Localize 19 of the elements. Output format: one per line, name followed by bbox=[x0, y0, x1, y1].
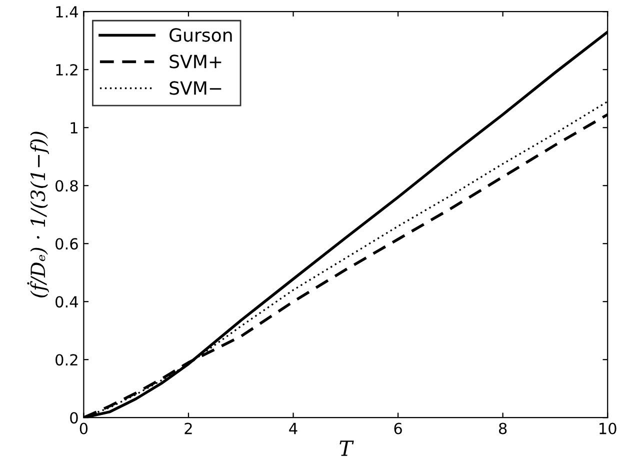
legend-label: SVM+ bbox=[170, 54, 222, 68]
y-tick-label: 0.4 bbox=[56, 296, 78, 308]
x-tick-label: 6 bbox=[394, 422, 402, 434]
y-axis-title: (ḟ/Dₑ) · 1/(3(1−f)) bbox=[27, 132, 49, 298]
legend-label: SVM− bbox=[170, 81, 222, 95]
y-tick-label: 0 bbox=[70, 412, 78, 424]
y-tick-label: 0.2 bbox=[56, 354, 78, 366]
y-tick-label: 0.8 bbox=[56, 180, 78, 192]
y-tick-label: 1 bbox=[70, 122, 78, 134]
x-axis-title: T bbox=[340, 440, 354, 456]
x-tick-label: 4 bbox=[289, 422, 298, 434]
y-tick-label: 1.2 bbox=[56, 64, 78, 76]
x-tick-label: 8 bbox=[498, 422, 507, 434]
x-tick-label: 2 bbox=[184, 422, 192, 434]
y-tick-label: 0.6 bbox=[56, 238, 78, 250]
x-tick-label: 10 bbox=[600, 422, 616, 434]
y-tick-label: 1.4 bbox=[56, 6, 78, 18]
legend-label: Gurson bbox=[170, 28, 232, 42]
x-tick-label: 0 bbox=[80, 422, 88, 434]
